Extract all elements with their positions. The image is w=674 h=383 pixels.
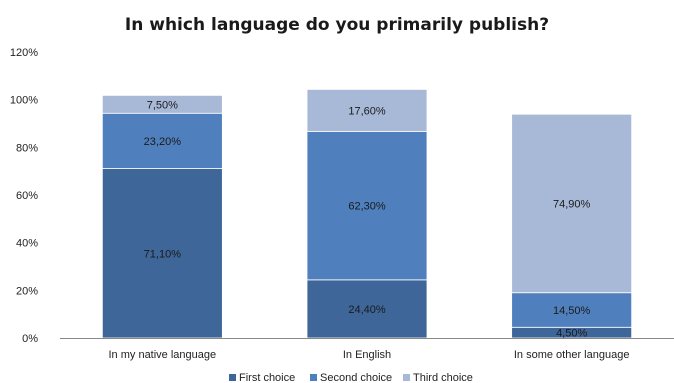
- data-label-2-2: 62,30%: [348, 201, 386, 213]
- y-tick-label-0: 0%: [22, 333, 38, 345]
- data-label-1-2: 23,20%: [144, 136, 182, 148]
- y-axis: 0% 20% 40% 60% 80% 100% 120%: [10, 47, 38, 345]
- legend: First choice Second choice Third choice: [229, 372, 473, 383]
- legend-label-2: Second choice: [320, 372, 392, 383]
- data-label-2-3: 17,60%: [348, 105, 386, 117]
- bar-segment-1-1: [101, 168, 223, 339]
- y-tick-label-60: 60%: [16, 190, 38, 202]
- bar-segment-1-2: [101, 112, 223, 169]
- data-label-3-3: 74,90%: [553, 198, 591, 210]
- x-category-label-2: In English: [343, 349, 391, 361]
- y-tick-label-40: 40%: [16, 238, 38, 250]
- bar-segment-3-2: [511, 292, 633, 328]
- y-tick-label-100: 100%: [10, 95, 38, 107]
- bar-segment-2-1: [306, 279, 428, 339]
- legend-label-3: Third choice: [413, 372, 473, 383]
- chart-title: In which language do you primarily publi…: [125, 15, 549, 35]
- y-tick-label-80: 80%: [16, 142, 38, 154]
- data-label-1-3: 7,50%: [147, 99, 178, 111]
- data-label-2-1: 24,40%: [348, 304, 386, 316]
- data-label-3-2: 14,50%: [553, 305, 591, 317]
- data-label-3-1: 4,50%: [556, 328, 587, 340]
- bar-segment-2-2: [306, 130, 428, 281]
- y-tick-label-120: 120%: [10, 47, 38, 59]
- data-label-1-1: 71,10%: [144, 248, 182, 260]
- bar-segment-3-3: [511, 113, 633, 294]
- x-axis: In my native language In English In some o…: [60, 338, 674, 361]
- legend-label-1: First choice: [239, 372, 295, 383]
- legend-swatch-1: [229, 374, 236, 381]
- bar-segment-1-3: [101, 94, 223, 114]
- legend-swatch-2: [310, 374, 317, 381]
- bars: 71,10% 23,20% 7,50% 24,40% 62,30% 17,60% 4,50%…: [101, 89, 633, 340]
- x-category-label-1: In my native language: [109, 349, 217, 361]
- legend-swatch-3: [403, 374, 410, 381]
- y-tick-label-20: 20%: [16, 285, 38, 297]
- x-category-label-3: In some other language: [514, 349, 630, 361]
- bar-segment-2-3: [306, 89, 428, 132]
